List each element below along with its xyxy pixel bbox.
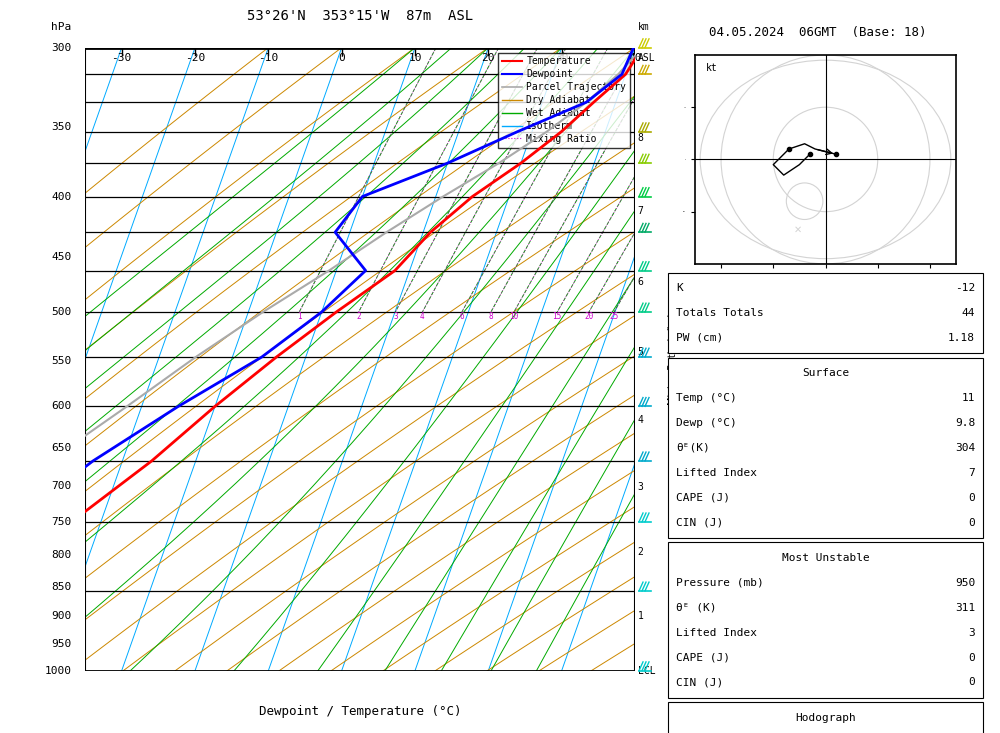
Text: 0: 0 bbox=[968, 652, 975, 663]
Text: 3: 3 bbox=[638, 482, 644, 492]
Text: 53°26'N  353°15'W  87m  ASL: 53°26'N 353°15'W 87m ASL bbox=[247, 9, 473, 23]
Text: 25: 25 bbox=[609, 312, 619, 321]
Text: km: km bbox=[638, 22, 649, 32]
Text: 500: 500 bbox=[51, 307, 71, 317]
Text: 0: 0 bbox=[338, 54, 345, 63]
Text: hPa: hPa bbox=[51, 22, 71, 32]
Text: 20: 20 bbox=[584, 312, 594, 321]
Text: CIN (J): CIN (J) bbox=[676, 517, 723, 528]
Text: 550: 550 bbox=[51, 356, 71, 366]
Text: 1000: 1000 bbox=[44, 666, 71, 676]
Text: 0: 0 bbox=[968, 517, 975, 528]
Text: 10: 10 bbox=[509, 312, 519, 321]
Text: 04.05.2024  06GMT  (Base: 18): 04.05.2024 06GMT (Base: 18) bbox=[709, 26, 927, 39]
Text: CAPE (J): CAPE (J) bbox=[676, 493, 730, 503]
Text: 9.8: 9.8 bbox=[955, 418, 975, 428]
Text: 20: 20 bbox=[482, 54, 495, 63]
Text: Temp (°C): Temp (°C) bbox=[676, 393, 737, 403]
Text: 11: 11 bbox=[962, 393, 975, 403]
Text: 1: 1 bbox=[638, 611, 644, 621]
Text: 30: 30 bbox=[555, 54, 568, 63]
Text: CIN (J): CIN (J) bbox=[676, 677, 723, 688]
Text: Dewpoint / Temperature (°C): Dewpoint / Temperature (°C) bbox=[259, 705, 461, 718]
Text: 311: 311 bbox=[955, 603, 975, 613]
Text: 0: 0 bbox=[968, 493, 975, 503]
Text: 1: 1 bbox=[297, 312, 302, 321]
Text: Most Unstable: Most Unstable bbox=[782, 553, 869, 563]
Text: θᴱ (K): θᴱ (K) bbox=[676, 603, 716, 613]
Text: 7: 7 bbox=[638, 205, 644, 216]
Text: 3: 3 bbox=[968, 627, 975, 638]
Text: -12: -12 bbox=[955, 283, 975, 293]
Text: 4: 4 bbox=[638, 415, 644, 425]
Text: 5: 5 bbox=[638, 347, 644, 357]
Text: 650: 650 bbox=[51, 443, 71, 453]
Text: 4: 4 bbox=[420, 312, 425, 321]
Text: 400: 400 bbox=[51, 191, 71, 202]
Text: Lifted Index: Lifted Index bbox=[676, 627, 757, 638]
Text: -10: -10 bbox=[258, 54, 278, 63]
Text: 15: 15 bbox=[553, 312, 562, 321]
Text: 1.18: 1.18 bbox=[948, 333, 975, 343]
Text: 3: 3 bbox=[393, 312, 398, 321]
Text: Surface: Surface bbox=[802, 368, 849, 378]
Text: ASL: ASL bbox=[638, 54, 655, 63]
Text: Totals Totals: Totals Totals bbox=[676, 308, 764, 318]
Text: CAPE (J): CAPE (J) bbox=[676, 652, 730, 663]
Text: 600: 600 bbox=[51, 402, 71, 411]
Text: Mixing Ratio (g/kg): Mixing Ratio (g/kg) bbox=[668, 313, 678, 405]
Text: 8: 8 bbox=[489, 312, 493, 321]
Text: Pressure (mb): Pressure (mb) bbox=[676, 578, 764, 588]
Text: Hodograph: Hodograph bbox=[795, 712, 856, 723]
Text: ✕: ✕ bbox=[794, 224, 802, 235]
Text: 40: 40 bbox=[628, 54, 642, 63]
Text: 6: 6 bbox=[638, 277, 644, 287]
Text: 8: 8 bbox=[638, 133, 644, 143]
Text: 850: 850 bbox=[51, 581, 71, 592]
Text: 700: 700 bbox=[51, 481, 71, 491]
Legend: Temperature, Dewpoint, Parcel Trajectory, Dry Adiabat, Wet Adiabat, Isotherm, Mi: Temperature, Dewpoint, Parcel Trajectory… bbox=[498, 53, 630, 148]
Text: 44: 44 bbox=[962, 308, 975, 318]
Text: θᴱ(K): θᴱ(K) bbox=[676, 443, 710, 453]
Text: 300: 300 bbox=[51, 43, 71, 53]
Text: Dewp (°C): Dewp (°C) bbox=[676, 418, 737, 428]
Text: 950: 950 bbox=[955, 578, 975, 588]
Text: PW (cm): PW (cm) bbox=[676, 333, 723, 343]
Text: © weatheronline.co.uk: © weatheronline.co.uk bbox=[747, 714, 889, 724]
Text: 800: 800 bbox=[51, 550, 71, 560]
Text: -20: -20 bbox=[185, 54, 205, 63]
Text: Lifted Index: Lifted Index bbox=[676, 468, 757, 478]
Text: -30: -30 bbox=[112, 54, 132, 63]
Text: LCL: LCL bbox=[638, 666, 655, 676]
Text: 10: 10 bbox=[408, 54, 422, 63]
Text: kt: kt bbox=[705, 62, 717, 73]
Text: K: K bbox=[676, 283, 683, 293]
Text: 0: 0 bbox=[968, 677, 975, 688]
Text: 7: 7 bbox=[968, 468, 975, 478]
Text: 950: 950 bbox=[51, 639, 71, 649]
Text: 450: 450 bbox=[51, 252, 71, 262]
Text: 304: 304 bbox=[955, 443, 975, 453]
Text: 350: 350 bbox=[51, 122, 71, 133]
Text: 6: 6 bbox=[460, 312, 464, 321]
Text: 900: 900 bbox=[51, 611, 71, 621]
Text: 2: 2 bbox=[638, 547, 644, 557]
Text: 750: 750 bbox=[51, 517, 71, 527]
Text: 2: 2 bbox=[356, 312, 361, 321]
